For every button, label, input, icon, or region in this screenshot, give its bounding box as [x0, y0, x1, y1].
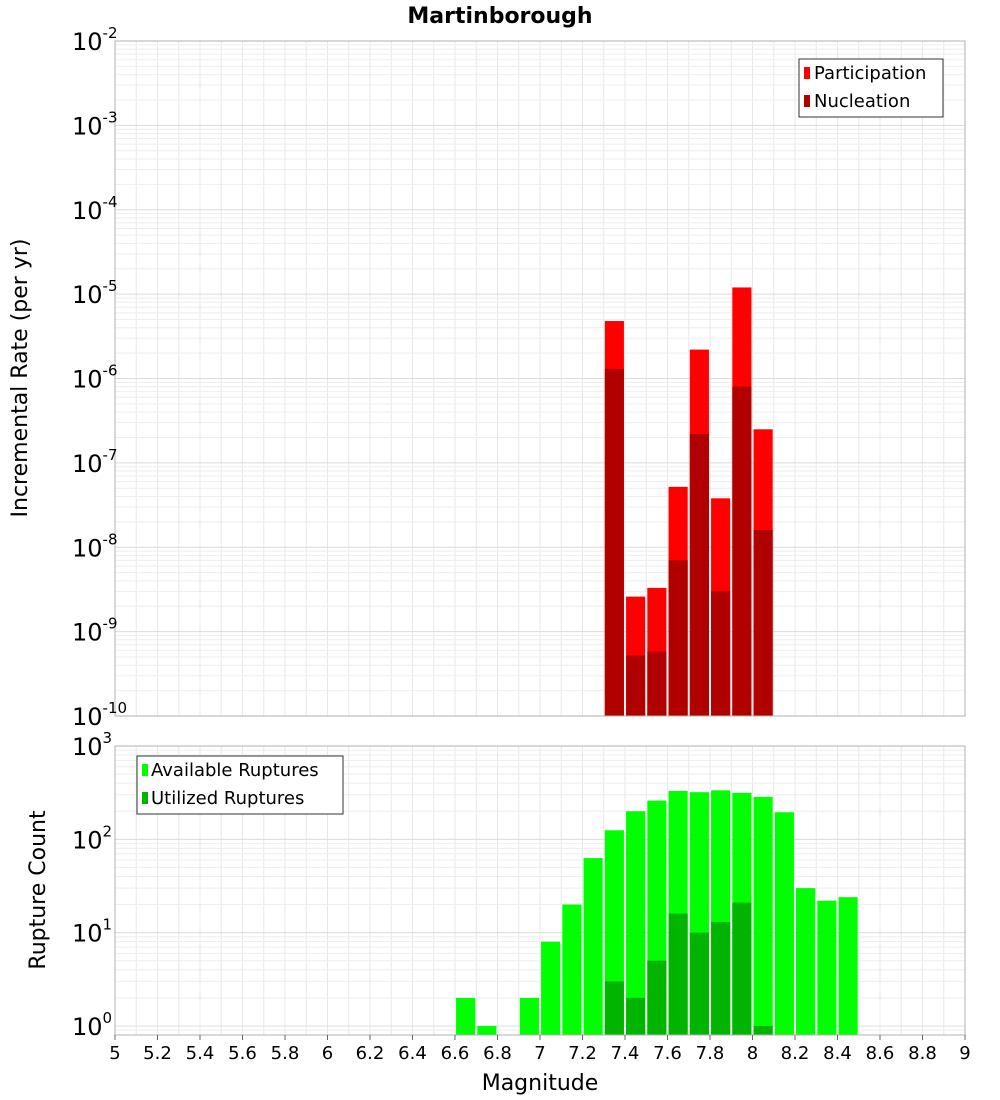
- count-available-ruptures-bar: [541, 941, 561, 1035]
- rate-y-tick-label: 10-10: [72, 699, 127, 731]
- x-tick-label: 5.4: [186, 1043, 215, 1064]
- magnitude-x-ticks: 5 5.2 5.4 5.6 5.8 6 6.2 6.4 6.6 6.8 7 7.2 7.4 7.6 7.8 8…: [109, 1035, 971, 1064]
- rate-nucleation-bar: [626, 655, 646, 716]
- x-tick-label: 5.2: [143, 1043, 172, 1064]
- x-tick-label: 8.6: [866, 1043, 895, 1064]
- rate-plot-frame: [114, 40, 966, 717]
- count-bars: [456, 790, 858, 1035]
- x-tick-label: 6: [322, 1043, 333, 1064]
- rate-y-tick-label: 10-5: [72, 277, 118, 309]
- count-available-ruptures-bar: [838, 897, 858, 1035]
- rate-nucleation-bar: [668, 560, 688, 716]
- x-tick-label: 5.8: [271, 1043, 300, 1064]
- legend-label: Available Ruptures: [151, 760, 319, 781]
- count-available-ruptures-bar: [774, 812, 794, 1035]
- x-tick-label: 7.2: [568, 1043, 597, 1064]
- rate-y-tick-label: 10-3: [72, 108, 118, 140]
- chart-title: Martinborough: [407, 4, 592, 29]
- x-tick-label: 8.4: [823, 1043, 852, 1064]
- count-legend: Available Ruptures Utilized Ruptures: [136, 755, 344, 815]
- count-available-ruptures-bar: [753, 796, 773, 1035]
- rate-y-tick-label: 10-7: [72, 446, 118, 478]
- rate-nucleation-bar: [604, 368, 624, 716]
- rate-nucleation-bar: [689, 433, 709, 716]
- count-utilized-ruptures-bar: [668, 913, 688, 1035]
- count-y-tick-label: 100: [72, 1009, 112, 1041]
- legend-swatch: [804, 95, 810, 107]
- legend-box: [798, 58, 944, 118]
- legend-label: Utilized Ruptures: [151, 788, 304, 809]
- x-tick-label: 7: [534, 1043, 545, 1064]
- legend-swatch: [804, 67, 810, 79]
- rate-legend: Participation Nucleation: [798, 58, 944, 118]
- count-available-ruptures-bar: [562, 904, 582, 1035]
- legend-swatch: [142, 764, 148, 776]
- x-tick-label: 7.4: [611, 1043, 640, 1064]
- count-utilized-ruptures-bar: [732, 902, 752, 1035]
- x-tick-label: 8.8: [908, 1043, 937, 1064]
- legend-box: [136, 755, 344, 815]
- count-utilized-ruptures-bar: [689, 932, 709, 1035]
- x-tick-label: 9: [959, 1043, 970, 1064]
- rate-y-tick-label: 10-9: [72, 615, 118, 647]
- count-y-tick-label: 102: [72, 822, 112, 854]
- count-panel: 100 101 102 103 5 5.2 5.4 5.6 5.8 6 6.2 6.4 6.6 6.8 7…: [26, 729, 971, 1096]
- x-tick-label: 6.2: [356, 1043, 385, 1064]
- x-tick-label: 8.2: [781, 1043, 810, 1064]
- count-available-ruptures-bar: [456, 997, 476, 1035]
- legend-label: Participation: [814, 63, 926, 84]
- x-tick-label: 5.6: [228, 1043, 257, 1064]
- rate-y-tick-label: 10-2: [72, 24, 118, 56]
- count-utilized-ruptures-bar: [626, 997, 646, 1035]
- x-tick-label: 5: [109, 1043, 120, 1064]
- legend-label: Nucleation: [814, 91, 910, 112]
- count-available-ruptures-bar: [796, 888, 816, 1035]
- x-tick-label: 8: [747, 1043, 758, 1064]
- count-utilized-ruptures-bar: [604, 981, 624, 1035]
- count-utilized-ruptures-bar: [711, 922, 731, 1035]
- rate-nucleation-bar: [711, 591, 731, 716]
- count-available-ruptures-bar: [817, 900, 837, 1035]
- x-tick-label: 6.8: [483, 1043, 512, 1064]
- rate-y-axis-label: Incremental Rate (per yr): [8, 239, 33, 518]
- count-available-ruptures-bar: [626, 811, 646, 1035]
- count-available-ruptures-bar: [519, 997, 539, 1035]
- count-y-tick-label: 101: [72, 916, 112, 948]
- rate-y-tick-label: 10-4: [72, 193, 118, 225]
- count-y-ticks: 100 101 102 103: [72, 729, 112, 1041]
- count-y-tick-label: 103: [72, 729, 112, 761]
- rate-y-tick-label: 10-6: [72, 362, 118, 394]
- count-available-ruptures-bar: [583, 858, 603, 1035]
- rate-nucleation-bar: [647, 651, 667, 716]
- x-tick-label: 6.4: [398, 1043, 427, 1064]
- count-available-ruptures-bar: [477, 1025, 497, 1035]
- x-tick-label: 6.6: [441, 1043, 470, 1064]
- rate-y-ticks: 10-10 10-9 10-8 10-7 10-6 10-5 10-4 10-3 10-2: [72, 24, 127, 731]
- count-y-axis-label: Rupture Count: [26, 810, 51, 970]
- x-tick-label: 7.6: [653, 1043, 682, 1064]
- x-tick-label: 7.8: [696, 1043, 725, 1064]
- x-axis-label: Magnitude: [482, 1071, 599, 1096]
- rate-grid: [114, 40, 966, 717]
- rate-nucleation-bar: [732, 386, 752, 716]
- count-utilized-ruptures-bar: [753, 1025, 773, 1035]
- rate-panel: 10-10 10-9 10-8 10-7 10-6 10-5 10-4 10-3 10-2 In…: [8, 24, 966, 731]
- rate-nucleation-bar: [753, 530, 773, 716]
- count-utilized-ruptures-bar: [647, 960, 667, 1035]
- legend-swatch: [142, 792, 148, 804]
- rate-bars: [604, 287, 773, 716]
- rate-y-tick-label: 10-8: [72, 530, 118, 562]
